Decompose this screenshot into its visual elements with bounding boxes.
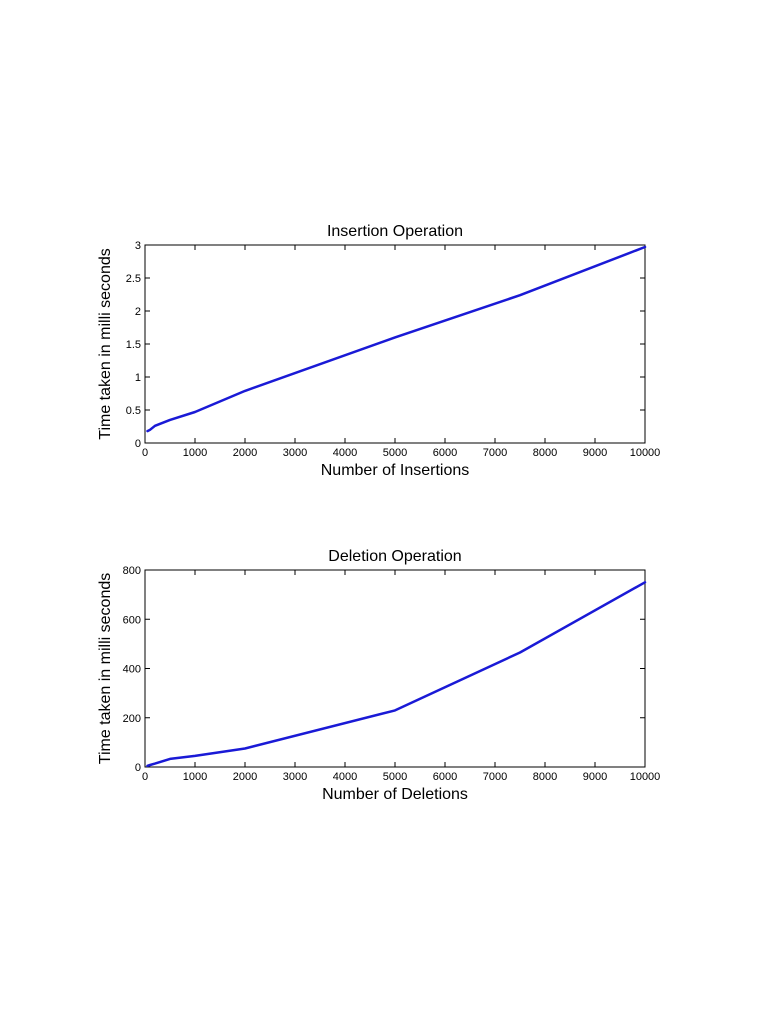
- x-tick-label: 1000: [183, 447, 207, 459]
- x-tick-label: 1000: [183, 771, 207, 783]
- x-tick-label: 9000: [583, 447, 607, 459]
- y-tick-label: 2: [135, 306, 141, 318]
- x-tick-label: 7000: [483, 447, 507, 459]
- y-tick-label: 600: [123, 614, 141, 626]
- y-tick-label: 400: [123, 664, 141, 676]
- x-tick-label: 3000: [283, 771, 307, 783]
- x-tick-label: 4000: [333, 447, 357, 459]
- y-axis-label: Time taken in milli seconds: [97, 248, 114, 439]
- y-tick-label: 800: [123, 565, 141, 577]
- y-tick-label: 2.5: [126, 273, 141, 285]
- series-line: [146, 581, 647, 768]
- x-axis-label: Number of Deletions: [322, 786, 468, 803]
- x-tick-label: 2000: [233, 447, 257, 459]
- x-tick-label: 6000: [433, 771, 457, 783]
- x-tick-label: 7000: [483, 771, 507, 783]
- x-tick-label: 9000: [583, 771, 607, 783]
- plot-frame: [144, 569, 646, 768]
- y-tick-label: 200: [123, 713, 141, 725]
- chart-title: Insertion Operation: [327, 223, 463, 240]
- x-axis-label: Number of Insertions: [321, 462, 470, 479]
- y-tick-label: 1: [135, 372, 141, 384]
- y-tick-label: 0: [135, 762, 141, 774]
- y-tick-label: 1.5: [126, 339, 141, 351]
- x-tick-label: 4000: [333, 771, 357, 783]
- x-tick-label: 8000: [533, 771, 557, 783]
- x-tick-label: 0: [142, 447, 148, 459]
- x-tick-label: 5000: [383, 771, 407, 783]
- x-tick-label: 2000: [233, 771, 257, 783]
- x-tick-label: 6000: [433, 447, 457, 459]
- y-tick-label: 0.5: [126, 405, 141, 417]
- x-tick-label: 10000: [630, 771, 661, 783]
- y-axis-label: Time taken in milli seconds: [97, 573, 114, 764]
- insertion-chart: Insertion Operation 0 1000 2000 3000 4000 5000…: [97, 223, 660, 479]
- x-tick-label: 5000: [383, 447, 407, 459]
- x-tick-label: 8000: [533, 447, 557, 459]
- chart-title: Deletion Operation: [328, 548, 461, 565]
- y-tick-label: 0: [135, 438, 141, 450]
- y-tick-label: 3: [135, 240, 141, 252]
- x-tick-label: 3000: [283, 447, 307, 459]
- x-tick-label: 0: [142, 771, 148, 783]
- series-line: [146, 245, 647, 433]
- x-tick-label: 10000: [630, 447, 661, 459]
